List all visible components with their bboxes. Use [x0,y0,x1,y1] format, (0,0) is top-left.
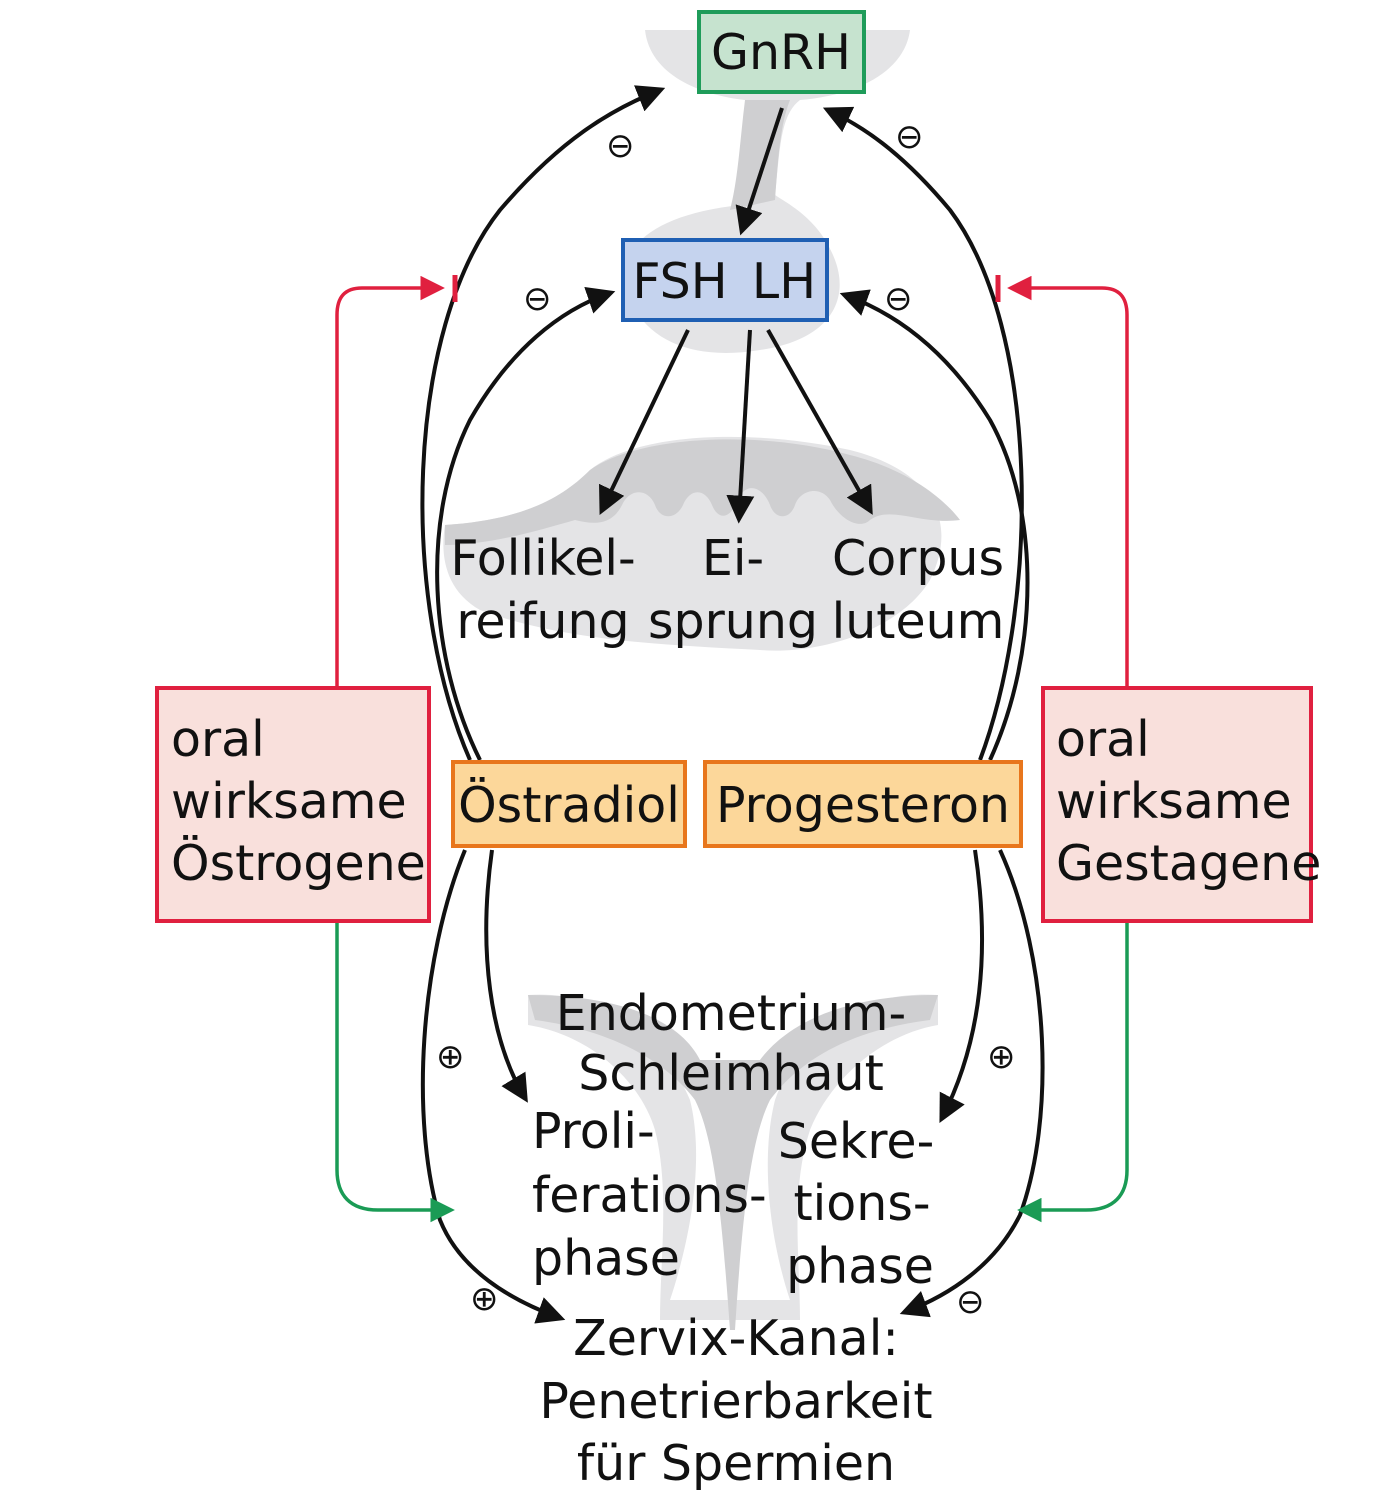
ovary-shape [443,436,960,651]
progesteron-feedback-gnrh [822,106,1024,761]
gestagene-drug-box: oral wirksame Gestagene [1041,686,1321,923]
plus-sign-oestradiol-cervix: ⊕ [470,1279,499,1319]
proliferation-line-1: Proli- [532,1103,655,1160]
oestradiol-feedback-gnrh [420,85,666,761]
oestrogene-drug-box: oral wirksame Östrogene [155,686,431,923]
arrow-gnrh-to-fshlh [735,107,784,236]
uterus-labels: Endometrium- Schleimhaut Proli- feration… [532,985,934,1295]
lh-label: LH [752,253,816,310]
feedback-signs: ⊖ ⊖ ⊖ ⊖ ⊕ ⊕ ⊕ ⊖ [436,117,1016,1322]
gestagene-inhibit-line [1007,275,1129,688]
arrow-to-follikelreifung [599,329,690,516]
minus-sign-oestradiol-gnrh: ⊖ [606,126,635,166]
progesteron-feedback-fshlh [839,289,1030,761]
corpus-line-1: Corpus [832,530,1004,587]
eisprung-line-1: Ei- [702,530,764,587]
gnrh-label: GnRH [711,24,851,81]
minus-sign-oestradiol-fshlh: ⊖ [523,279,552,319]
progesteron-to-cervix [899,849,1045,1318]
gestagene-line-3: Gestagene [1056,835,1321,892]
oestradiol-box: Östradiol [451,760,687,848]
uterus-shape [528,994,938,1330]
arrow-to-eisprung [726,329,755,524]
fsh-lh-box: FSH LH [621,238,829,322]
progesteron-label: Progesteron [716,777,1010,834]
gestagene-line-1: oral [1056,711,1150,768]
gestagene-line-2: wirksame [1056,773,1292,830]
progesteron-box: Progesteron [703,760,1023,848]
gnrh-box: GnRH [697,10,866,94]
cervix-line-2: Penetrierbarkeit [539,1373,932,1430]
oestrogene-line-3: Östrogene [171,834,426,892]
progesteron-to-secretion [939,849,985,1123]
proliferation-line-3: phase [532,1230,680,1287]
arrow-to-corpus-luteum [766,329,873,515]
minus-sign-progesteron-gnrh: ⊖ [895,117,924,157]
secretion-line-3: phase [786,1238,934,1295]
follikel-line-1: Follikel- [450,530,635,587]
plus-sign-oestradiol-proliferation: ⊕ [436,1037,465,1077]
plus-sign-progesteron-secretion: ⊕ [987,1037,1016,1077]
minus-sign-progesteron-cervix: ⊖ [956,1282,985,1322]
cervix-line-1: Zervix-Kanal: [573,1310,899,1367]
oestrogene-inhibit-line [335,275,445,688]
fsh-label: FSH [632,253,727,310]
secretion-line-2: tions- [793,1175,930,1232]
secretion-line-1: Sekre- [778,1113,935,1170]
endometrium-line-1: Endometrium- [556,985,906,1042]
oestradiol-feedback-fshlh [435,286,616,761]
gestagene-stimulate-line [1017,922,1129,1223]
ovary-labels: Follikel- reifung Ei- sprung Corpus lute… [450,530,1004,650]
follikel-line-2: reifung [456,593,629,650]
endometrium-line-2: Schleimhaut [578,1045,884,1102]
oestrogene-line-1: oral [171,711,265,768]
corpus-line-2: luteum [832,593,1005,650]
oestradiol-to-proliferation [484,849,528,1103]
minus-sign-progesteron-fshlh: ⊖ [884,279,913,319]
proliferation-line-2: ferations- [532,1167,767,1224]
oestradiol-to-cervix [420,849,566,1324]
cervix-line-3: für Spermien [577,1435,895,1492]
cervix-labels: Zervix-Kanal: Penetrierbarkeit für Sperm… [539,1310,932,1492]
oestradiol-label: Östradiol [458,776,680,834]
oestrogene-line-2: wirksame [171,773,407,830]
eisprung-line-2: sprung [648,593,818,650]
oestrogene-stimulate-line [335,922,455,1223]
